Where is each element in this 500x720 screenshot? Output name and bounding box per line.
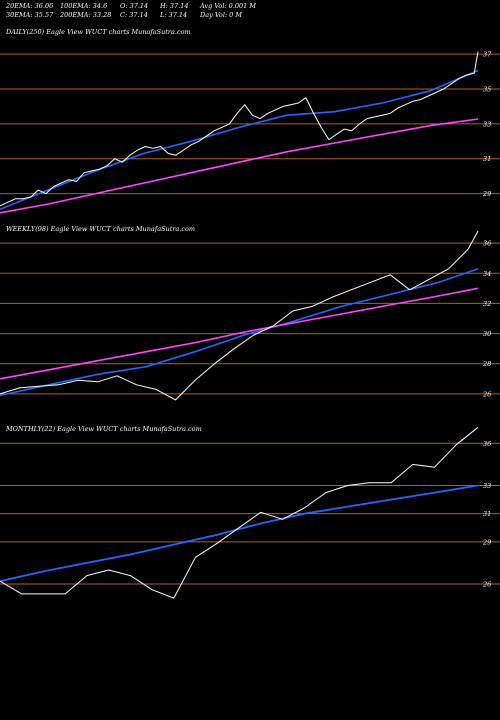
monthly-chart-panel: MONTHLY(22) Eagle View WUCT charts Munaf… <box>0 425 500 615</box>
daily-chart: 37 35 33 31 29 <box>0 51 500 214</box>
price-line <box>0 230 479 401</box>
weekly-chart-title: WEEKLY(98) Eagle View WUCT charts Munafa… <box>6 225 196 233</box>
y-tick-label: 33 <box>483 482 491 490</box>
y-tick-label: 29 <box>482 538 491 546</box>
y-tick-label: 34 <box>483 270 491 278</box>
y-tick-label: 26 <box>482 581 491 589</box>
stat-high: H: 37.14 <box>160 2 189 10</box>
y-tick-label: 29 <box>482 190 491 198</box>
weekly-chart-panel: WEEKLY(98) Eagle View WUCT charts Munafa… <box>0 225 500 415</box>
stat-20ema: 20EMA: 36.06 <box>6 2 54 10</box>
y-tick-label: 36 <box>483 440 491 448</box>
daily-chart-panel: DAILY(250) Eagle View WUCT charts Munafa… <box>0 28 500 218</box>
stat-200ema: 200EMA: 33.28 <box>60 11 112 19</box>
ema-long-line <box>0 287 479 380</box>
y-tick-label: 37 <box>483 51 492 59</box>
y-tick-label: 35 <box>483 86 491 94</box>
y-tick-label: 36 <box>483 240 491 248</box>
y-tick-label: 30 <box>483 330 491 338</box>
ema-short-line <box>0 69 479 211</box>
header-stats: 20EMA: 36.06 100EMA: 34.6 O: 37.14 H: 37… <box>0 0 500 30</box>
monthly-chart-title: MONTHLY(22) Eagle View WUCT charts Munaf… <box>6 425 202 433</box>
stat-avg-vol: Avg Vol: 0.001 M <box>200 2 257 10</box>
ema-short-line <box>0 484 479 583</box>
stat-100ema: 100EMA: 34.6 <box>60 2 108 10</box>
y-tick-label: 26 <box>482 390 491 398</box>
y-tick-label: 31 <box>483 510 491 518</box>
ema-short-line <box>0 267 479 397</box>
price-line <box>0 426 479 599</box>
stat-open: O: 37.14 <box>120 2 149 10</box>
daily-chart-title: DAILY(250) Eagle View WUCT charts Munafa… <box>6 28 191 36</box>
y-tick-label: 31 <box>483 155 491 163</box>
y-tick-label: 33 <box>483 120 491 128</box>
price-line <box>0 51 479 207</box>
stat-day-vol: Day Vol: 0 M <box>200 11 243 19</box>
ema-long-line <box>0 118 479 214</box>
stat-30ema: 30EMA: 35.57 <box>6 11 54 19</box>
monthly-chart: 36 33 31 29 26 <box>0 426 500 599</box>
stat-low: L: 37.14 <box>160 11 188 19</box>
stat-close: C: 37.14 <box>120 11 148 19</box>
y-tick-label: 32 <box>483 300 491 308</box>
y-tick-label: 28 <box>482 360 491 368</box>
weekly-chart: 36 34 32 30 28 26 <box>0 230 500 401</box>
